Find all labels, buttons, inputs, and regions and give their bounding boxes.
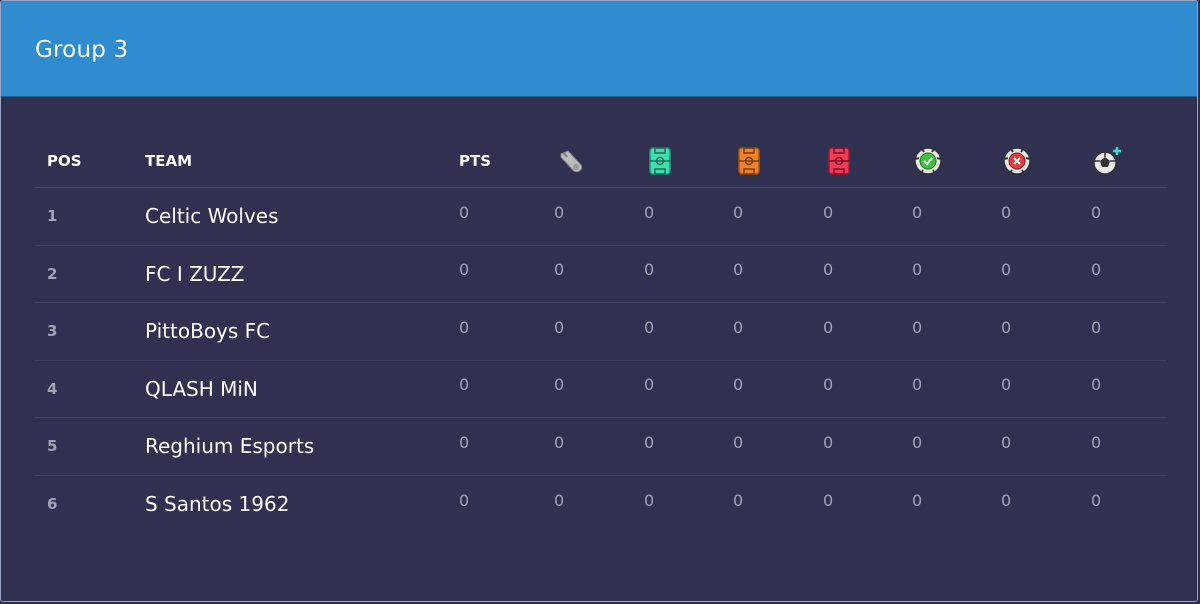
group-title: Group 3	[35, 37, 129, 63]
stat-losses: 0	[823, 490, 834, 510]
stat-played: 0	[554, 317, 565, 337]
stat-pts: 0	[459, 375, 470, 395]
stat-wins: 0	[644, 202, 655, 222]
stat-goals-against: 0	[1001, 375, 1012, 395]
column-header-goals-for	[912, 131, 944, 189]
stat-goal-difference: 0	[1091, 260, 1102, 280]
stat-goals-against: 0	[1001, 490, 1012, 510]
stat-goals-against: 0	[1001, 202, 1012, 222]
group-header: Group 3	[1, 1, 1197, 97]
stat-goal-difference: 0	[1091, 375, 1102, 395]
stat-pts: 0	[459, 260, 470, 280]
column-header-goal-difference	[1091, 131, 1123, 189]
team-name: PittoBoys FC	[145, 319, 271, 344]
standings-table: POS TEAM PTS	[35, 131, 1167, 533]
stat-goals-for: 0	[912, 317, 923, 337]
stat-played: 0	[554, 260, 565, 280]
goals-for-icon	[912, 145, 944, 177]
stat-played: 0	[554, 490, 565, 510]
team-position: 4	[47, 379, 58, 398]
stat-pts: 0	[459, 202, 470, 222]
stat-pts: 0	[459, 432, 470, 452]
stat-draws: 0	[733, 317, 744, 337]
column-header-wins	[644, 131, 676, 189]
stat-wins: 0	[644, 375, 655, 395]
column-header-played	[554, 131, 586, 189]
stat-draws: 0	[733, 432, 744, 452]
table-header-row: POS TEAM PTS	[35, 131, 1167, 188]
stat-played: 0	[554, 432, 565, 452]
stat-draws: 0	[733, 202, 744, 222]
stat-goals-for: 0	[912, 202, 923, 222]
goals-against-icon	[1001, 145, 1033, 177]
stat-played: 0	[554, 202, 565, 222]
team-name: S Santos 1962	[145, 492, 290, 517]
team-name: Reghium Esports	[145, 434, 315, 459]
table-row: 2 FC I ZUZZ 0 0 0 0 0 0 0 0	[35, 246, 1167, 303]
stat-goals-against: 0	[1001, 432, 1012, 452]
team-position: 6	[47, 495, 58, 514]
column-header-losses	[823, 131, 855, 189]
table-row: 1 Celtic Wolves 0 0 0 0 0 0 0 0	[35, 188, 1167, 246]
stat-wins: 0	[644, 317, 655, 337]
stat-goal-difference: 0	[1091, 490, 1102, 510]
column-header-pos: POS	[47, 152, 82, 170]
stat-goals-for: 0	[912, 432, 923, 452]
stat-pts: 0	[459, 490, 470, 510]
stat-draws: 0	[733, 490, 744, 510]
stat-draws: 0	[733, 260, 744, 280]
pitch-loss-icon	[823, 145, 855, 177]
table-row: 4 QLASH MiN 0 0 0 0 0 0 0 0	[35, 361, 1167, 418]
stat-wins: 0	[644, 260, 655, 280]
stat-played: 0	[554, 375, 565, 395]
stat-wins: 0	[644, 490, 655, 510]
pitch-win-icon	[644, 145, 676, 177]
column-header-draws	[733, 131, 765, 189]
whistle-icon	[554, 145, 586, 177]
stat-losses: 0	[823, 202, 834, 222]
column-header-pts: PTS	[459, 152, 492, 170]
standings-body: 1 Celtic Wolves 0 0 0 0 0 0 0 0 2 FC I Z…	[35, 188, 1167, 533]
stat-goals-for: 0	[912, 490, 923, 510]
stat-draws: 0	[733, 375, 744, 395]
stat-wins: 0	[644, 432, 655, 452]
stat-goals-for: 0	[912, 375, 923, 395]
stat-losses: 0	[823, 375, 834, 395]
stat-goal-difference: 0	[1091, 432, 1102, 452]
team-position: 5	[47, 437, 58, 456]
team-position: 2	[47, 264, 58, 283]
stat-goals-for: 0	[912, 260, 923, 280]
stat-goals-against: 0	[1001, 317, 1012, 337]
column-header-goals-against	[1001, 131, 1033, 189]
team-name: FC I ZUZZ	[145, 261, 245, 286]
column-header-team: TEAM	[145, 152, 193, 170]
team-name: QLASH MiN	[145, 376, 258, 401]
stat-pts: 0	[459, 317, 470, 337]
stat-losses: 0	[823, 260, 834, 280]
table-row: 3 PittoBoys FC 0 0 0 0 0 0 0 0	[35, 303, 1167, 361]
stat-losses: 0	[823, 317, 834, 337]
stat-goal-difference: 0	[1091, 317, 1102, 337]
goal-difference-icon	[1091, 145, 1123, 177]
pitch-draw-icon	[733, 145, 765, 177]
stat-goal-difference: 0	[1091, 202, 1102, 222]
table-row: 6 S Santos 1962 0 0 0 0 0 0 0 0	[35, 476, 1167, 534]
team-position: 1	[47, 207, 58, 226]
team-name: Celtic Wolves	[145, 204, 279, 229]
stat-goals-against: 0	[1001, 260, 1012, 280]
team-position: 3	[47, 322, 58, 341]
table-row: 5 Reghium Esports 0 0 0 0 0 0 0 0	[35, 418, 1167, 476]
stat-losses: 0	[823, 432, 834, 452]
